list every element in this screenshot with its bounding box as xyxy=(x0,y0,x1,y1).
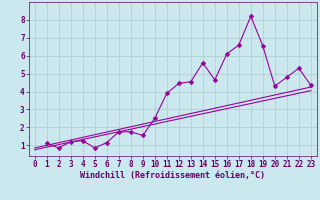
X-axis label: Windchill (Refroidissement éolien,°C): Windchill (Refroidissement éolien,°C) xyxy=(80,171,265,180)
